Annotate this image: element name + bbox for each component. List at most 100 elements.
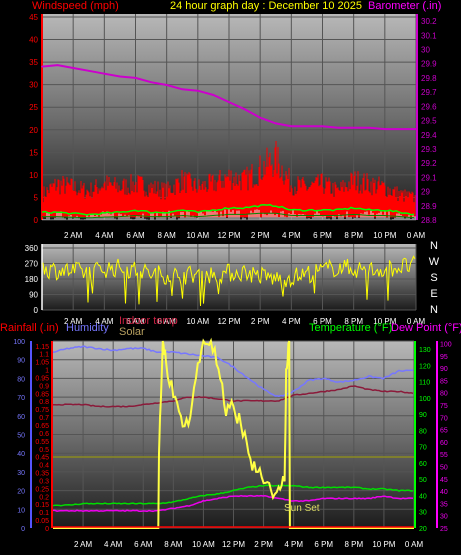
- barometer-point: [337, 126, 339, 129]
- barometer-tick-30-2: 30.2: [421, 17, 437, 26]
- barometer-point: [181, 88, 184, 91]
- humidity-tick-70: 70: [17, 395, 25, 402]
- humidity-tick-30: 30: [17, 470, 25, 477]
- windspeed-tick-20: 20: [29, 126, 38, 135]
- temp-x-tick-2-am: 2 AM: [74, 540, 93, 549]
- dew-point-tick-45: 45: [440, 477, 448, 484]
- barometer-point: [228, 101, 230, 103]
- barometer-axis-title: Barometer (.in): [368, 0, 441, 12]
- barometer-tick-29-2: 29.2: [421, 159, 437, 168]
- windspeed-axis: 0 5 10 15 20 25 30 35 40 45: [29, 13, 43, 225]
- direction-x-axis: 2 AM 4 AM 6 AM 8 AM 10 AM 12 PM 2 PM 4 PM 6 PM 8 …: [64, 317, 425, 326]
- humidity-axis: 0 10 20 30 40 50 60 70 80 90 100: [13, 339, 25, 533]
- temp-x-tick-6-pm: 6 PM: [314, 540, 333, 549]
- temp-series: [52, 337, 414, 529]
- wind-x-tick-6-am: 6 AM: [126, 231, 145, 240]
- humidity-tick-10: 10: [17, 507, 25, 514]
- dew-point-tick-95: 95: [440, 354, 448, 361]
- solar-legend: Solar: [119, 326, 145, 338]
- compass-n-label-0: N: [430, 240, 438, 252]
- temp-x-tick-2-pm: 2 PM: [254, 540, 273, 549]
- barometer-tick-29-8: 29.8: [421, 74, 437, 83]
- barometer-tick-29-4: 29.4: [421, 131, 437, 140]
- direction-x-tick-2-pm: 2 PM: [251, 317, 270, 326]
- barometer-tick-29-7: 29.7: [421, 88, 437, 97]
- rainfall-tick-0-15: 0.15: [35, 502, 49, 509]
- humidity-tick-80: 80: [17, 376, 25, 383]
- dew-point-tick-80: 80: [440, 391, 448, 398]
- wind-x-tick-0-am: 0 AM: [407, 231, 426, 240]
- barometer-point: [321, 125, 324, 128]
- dew-point-tick-65: 65: [440, 428, 448, 435]
- rainfall-tick-1-05: 1.05: [35, 360, 49, 367]
- rainfall-tick-0-45: 0.45: [35, 455, 49, 462]
- wind-direction-line: [42, 255, 416, 307]
- rainfall-tick-0-4: 0.4: [39, 463, 49, 470]
- temperature-tick-60: 60: [419, 461, 427, 468]
- barometer-point: [306, 125, 308, 128]
- direction-x-tick-4-am: 4 AM: [95, 317, 114, 326]
- rainfall-tick-0-75: 0.75: [35, 407, 49, 414]
- dew-point-axis-title: Dew Point (°F): [391, 322, 461, 334]
- rainfall-tick-0-3: 0.3: [39, 478, 49, 485]
- humidity-legend: Humidity: [66, 322, 109, 334]
- barometer-point: [384, 128, 386, 130]
- wind-minimum-line: [42, 212, 415, 219]
- wind-x-tick-8-pm: 8 PM: [344, 231, 363, 240]
- temperature-axis-title: Temperature (°F): [309, 322, 392, 334]
- barometer-point: [119, 75, 121, 78]
- windspeed-tick-30: 30: [29, 81, 38, 90]
- temperature-line: [52, 484, 414, 507]
- dew-point-tick-30: 30: [440, 514, 448, 521]
- direction-x-tick-0-am: 0 AM: [407, 317, 426, 326]
- wind-x-tick-8-am: 8 AM: [158, 231, 177, 240]
- indoor-temp-legend: Indoor temp: [119, 315, 178, 327]
- direction-x-tick-6-pm: 6 PM: [313, 317, 332, 326]
- barometer-point: [87, 70, 90, 72]
- direction-tick-90: 90: [29, 291, 38, 300]
- direction-tick-360: 360: [25, 244, 39, 253]
- rainfall-tick-0-85: 0.85: [35, 391, 49, 398]
- humidity-tick-90: 90: [17, 358, 25, 365]
- direction-tick-0: 0: [34, 306, 39, 315]
- dew-point-axis: 25 30 35 40 45 50 55 60 65 70 75 80 85 90 95 100: [440, 341, 452, 533]
- rainfall-tick-0-65: 0.65: [35, 423, 49, 430]
- rainfall-tick-0-95: 0.95: [35, 375, 49, 382]
- barometer-point: [368, 126, 371, 129]
- direction-tick-270: 270: [25, 260, 39, 269]
- wind-average-line: [41, 203, 415, 216]
- direction-x-tick-8-pm: 8 PM: [344, 317, 363, 326]
- wind-x-tick-4-pm: 4 PM: [282, 231, 301, 240]
- direction-series: [42, 255, 416, 307]
- barometer-point: [274, 122, 277, 125]
- wind-barometer-panel: 0 5 10 15 20 25 30 35 40 45 28.8 28.9 29 29.1 29.2 29.…: [29, 13, 437, 240]
- dew-point-tick-70: 70: [440, 415, 448, 422]
- barometer-tick-28-8: 28.8: [421, 216, 437, 225]
- windspeed-tick-25: 25: [29, 103, 38, 112]
- barometer-tick-29-6: 29.6: [421, 102, 437, 111]
- barometer-point: [212, 94, 215, 96]
- humidity-tick-40: 40: [17, 451, 25, 458]
- barometer-tick-29-1: 29.1: [421, 173, 437, 182]
- humidity-tick-0: 0: [21, 526, 25, 533]
- temp-x-tick-0-am: 0 AM: [405, 540, 424, 549]
- rainfall-tick-0-25: 0.25: [35, 486, 49, 493]
- dew-point-tick-35: 35: [440, 501, 448, 508]
- dew-point-tick-40: 40: [440, 489, 448, 496]
- temp-x-tick-4-am: 4 AM: [104, 540, 123, 549]
- temp-x-tick-8-pm: 8 PM: [344, 540, 363, 549]
- barometer-point: [415, 128, 417, 130]
- temperature-tick-20: 20: [419, 526, 427, 533]
- humidity-tick-100: 100: [13, 339, 25, 346]
- barometer-point: [72, 67, 74, 69]
- rainfall-tick-0: 0: [45, 526, 49, 533]
- barometer-tick-29-9: 29.9: [421, 60, 437, 69]
- rainfall-tick-0-2: 0.2: [39, 494, 49, 501]
- wind-x-tick-6-pm: 6 PM: [313, 231, 332, 240]
- direction-x-tick-12-pm: 12 PM: [217, 317, 240, 326]
- barometer-point: [243, 108, 246, 110]
- humidity-tick-50: 50: [17, 433, 25, 440]
